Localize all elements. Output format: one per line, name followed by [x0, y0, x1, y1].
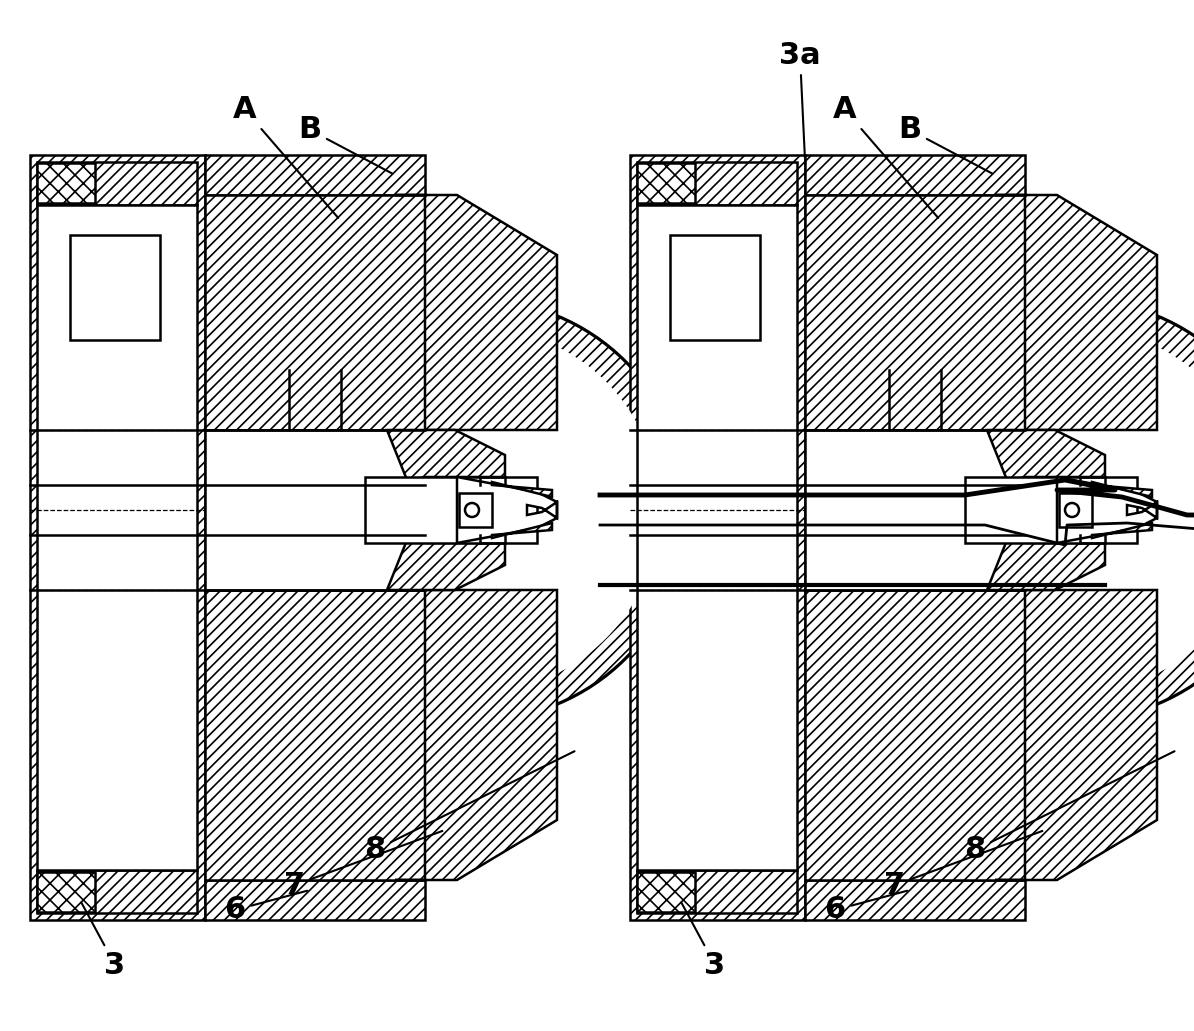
Polygon shape: [805, 430, 1024, 590]
Polygon shape: [37, 205, 197, 870]
Polygon shape: [205, 590, 425, 880]
Text: 7: 7: [885, 831, 1042, 899]
Polygon shape: [638, 872, 695, 912]
Polygon shape: [630, 155, 805, 920]
Polygon shape: [37, 205, 197, 870]
Polygon shape: [458, 493, 492, 527]
Circle shape: [896, 328, 1194, 692]
Polygon shape: [30, 155, 205, 920]
Polygon shape: [492, 483, 552, 497]
Polygon shape: [37, 163, 96, 203]
Polygon shape: [987, 540, 1104, 590]
Polygon shape: [37, 872, 96, 912]
Text: 3: 3: [682, 902, 726, 979]
Polygon shape: [638, 205, 798, 870]
Text: A: A: [833, 96, 938, 218]
Polygon shape: [1093, 523, 1152, 538]
Polygon shape: [1057, 477, 1157, 543]
Text: 3a: 3a: [780, 40, 820, 157]
Text: 8: 8: [364, 752, 574, 865]
Polygon shape: [205, 155, 425, 195]
Circle shape: [867, 300, 1194, 720]
Polygon shape: [995, 195, 1157, 430]
Polygon shape: [995, 590, 1157, 880]
Polygon shape: [805, 880, 1024, 920]
Polygon shape: [205, 430, 425, 590]
Polygon shape: [205, 195, 425, 430]
Polygon shape: [638, 205, 798, 870]
Polygon shape: [37, 870, 197, 913]
Circle shape: [295, 328, 659, 692]
Polygon shape: [387, 540, 505, 590]
Circle shape: [267, 300, 687, 720]
Polygon shape: [37, 162, 197, 205]
Text: A: A: [233, 96, 338, 218]
Polygon shape: [457, 477, 556, 543]
Circle shape: [464, 503, 479, 517]
Polygon shape: [638, 162, 798, 205]
Polygon shape: [1093, 483, 1152, 497]
Polygon shape: [965, 477, 1137, 543]
Polygon shape: [805, 155, 1024, 195]
Text: B: B: [898, 115, 992, 173]
Text: 6: 6: [824, 891, 907, 925]
Text: 6: 6: [224, 891, 307, 925]
Polygon shape: [395, 195, 556, 430]
Polygon shape: [70, 235, 160, 340]
Polygon shape: [670, 235, 761, 340]
Polygon shape: [365, 477, 537, 543]
Polygon shape: [395, 590, 556, 880]
Polygon shape: [805, 195, 1024, 430]
Text: 7: 7: [284, 831, 443, 899]
Polygon shape: [638, 163, 695, 203]
Polygon shape: [492, 523, 552, 538]
Polygon shape: [1059, 493, 1093, 527]
Text: 3: 3: [81, 902, 125, 979]
Polygon shape: [387, 430, 505, 480]
Polygon shape: [987, 430, 1104, 480]
Text: 8: 8: [965, 752, 1175, 865]
Circle shape: [1065, 503, 1079, 517]
Polygon shape: [205, 880, 425, 920]
Polygon shape: [805, 590, 1024, 880]
Text: B: B: [298, 115, 393, 173]
Polygon shape: [638, 870, 798, 913]
